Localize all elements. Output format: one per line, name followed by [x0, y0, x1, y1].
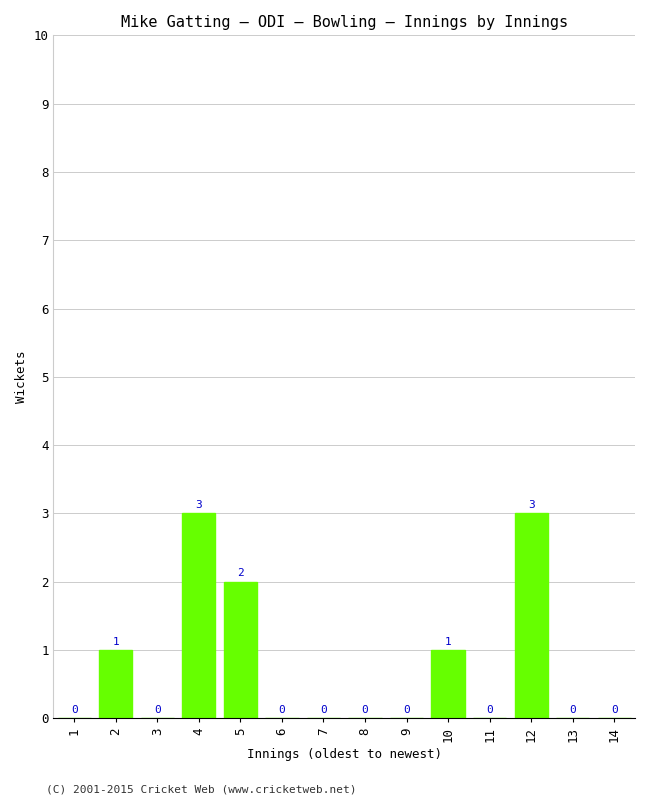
Bar: [182, 514, 215, 718]
Text: 2: 2: [237, 568, 244, 578]
Text: 0: 0: [403, 705, 410, 715]
Text: 3: 3: [528, 500, 534, 510]
Text: 0: 0: [486, 705, 493, 715]
Text: (C) 2001-2015 Cricket Web (www.cricketweb.net): (C) 2001-2015 Cricket Web (www.cricketwe…: [46, 784, 356, 794]
Text: 0: 0: [154, 705, 161, 715]
Text: 3: 3: [196, 500, 202, 510]
Text: 0: 0: [320, 705, 327, 715]
Bar: [99, 650, 133, 718]
Y-axis label: Wickets: Wickets: [15, 350, 28, 403]
Text: 0: 0: [611, 705, 618, 715]
Bar: [224, 582, 257, 718]
Text: 0: 0: [569, 705, 576, 715]
Title: Mike Gatting – ODI – Bowling – Innings by Innings: Mike Gatting – ODI – Bowling – Innings b…: [121, 15, 567, 30]
Text: 0: 0: [71, 705, 77, 715]
Bar: [432, 650, 465, 718]
Text: 0: 0: [361, 705, 369, 715]
Text: 1: 1: [445, 637, 452, 646]
Text: 1: 1: [112, 637, 119, 646]
X-axis label: Innings (oldest to newest): Innings (oldest to newest): [247, 748, 442, 761]
Text: 0: 0: [278, 705, 285, 715]
Bar: [515, 514, 548, 718]
